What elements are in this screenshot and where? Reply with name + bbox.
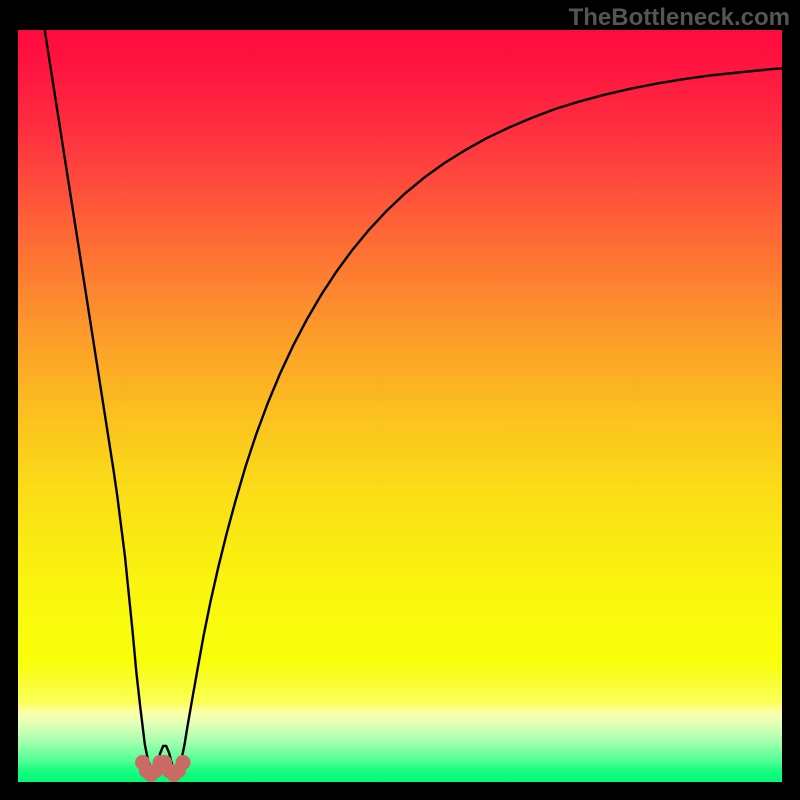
bottleneck-marker	[176, 755, 191, 770]
chart-background	[18, 30, 782, 782]
bottleneck-chart	[18, 30, 782, 782]
chart-svg	[18, 30, 782, 782]
canvas-root: TheBottleneck.com	[0, 0, 800, 800]
watermark-label: TheBottleneck.com	[559, 0, 800, 36]
